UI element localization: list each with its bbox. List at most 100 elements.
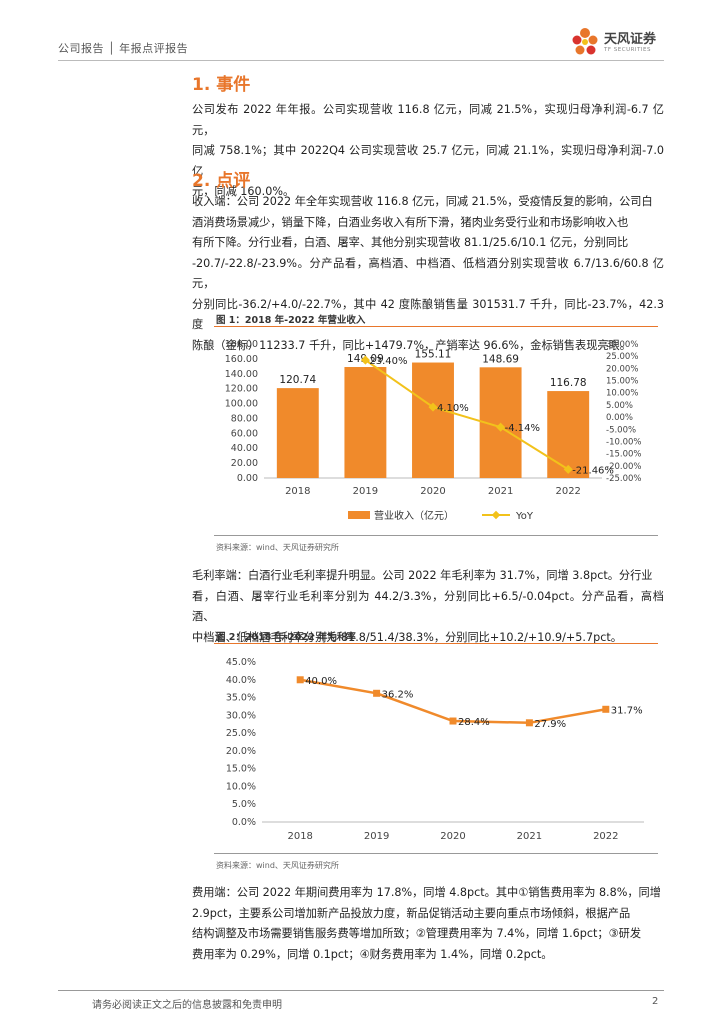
paragraph-line: 公司发布 2022 年年报。公司实现营收 116.8 亿元，同减 21.5%，实… bbox=[192, 103, 664, 137]
y2-tick-label: -25.00% bbox=[606, 474, 641, 484]
paragraph-line: 酒消费场景减少，销量下降，白酒业务收入有所下滑，猪肉业务受行业和市场影响收入也 bbox=[192, 215, 629, 229]
y-tick-label: 0.00 bbox=[237, 473, 258, 484]
yoy-line bbox=[364, 359, 569, 471]
legend-yoy-marker bbox=[491, 510, 501, 520]
x-tick-label: 2018 bbox=[287, 831, 312, 842]
y-tick-label: 15.0% bbox=[226, 764, 256, 775]
legend-yoy-label: YoY bbox=[515, 511, 534, 522]
x-tick-label: 2022 bbox=[593, 831, 618, 842]
y2-tick-label: -15.00% bbox=[606, 450, 641, 460]
brand-subtitle: TF SECURITIES bbox=[604, 47, 651, 53]
x-tick-label: 2019 bbox=[353, 486, 378, 497]
y-tick-label: 0.0% bbox=[232, 817, 256, 828]
revenue-bar bbox=[344, 367, 387, 478]
figure1-source: 资料来源：wind、天风证券研究所 bbox=[216, 543, 339, 552]
footer-disclaimer: 请务必阅读正文之后的信息披露和免责申明 bbox=[92, 1000, 282, 1011]
legend-revenue-label: 营业收入（亿元） bbox=[374, 509, 454, 522]
y2-tick-label: -20.00% bbox=[606, 462, 641, 472]
paragraph-line: 陈酿（金标）11233.7 千升，同比+1479.7%，产销率达 96.6%，金… bbox=[192, 338, 631, 352]
revenue-paragraph: 收入端：公司 2022 年全年实现营收 116.8 亿元，同减 21.5%，受疫… bbox=[192, 192, 664, 356]
y2-tick-label: 10.00% bbox=[606, 389, 638, 399]
y-tick-label: 160.00 bbox=[225, 354, 258, 365]
y2-tick-label: 30.00% bbox=[606, 340, 638, 350]
paragraph-line: 毛利率端：白酒行业毛利率提升明显。公司 2022 年毛利率为 31.7%，同增 … bbox=[192, 569, 653, 582]
y-tick-label: 40.0% bbox=[226, 675, 256, 686]
y-tick-label: 20.00 bbox=[231, 458, 258, 469]
revenue-data-label: 116.78 bbox=[550, 377, 587, 389]
brand-logo: 天风证券 TF SECURITIES bbox=[568, 24, 668, 58]
figure2-bottom-rule bbox=[214, 853, 658, 854]
paragraph-line: 分别同比-36.2/+4.0/-22.7%，其中 42 度陈酿销售量 30153… bbox=[192, 297, 664, 332]
paragraph-line: 结构调整及市场需要销售服务费等增加所致；②管理费用率为 7.4%，同增 1.6p… bbox=[192, 927, 642, 940]
y-tick-label: 35.0% bbox=[226, 693, 256, 704]
figure2-top-rule bbox=[214, 643, 658, 644]
flower-logo-icon bbox=[572, 28, 598, 55]
x-tick-label: 2020 bbox=[420, 486, 445, 497]
y-tick-label: 30.0% bbox=[226, 710, 256, 721]
y-tick-label: 140.00 bbox=[225, 369, 258, 380]
header-divider bbox=[58, 60, 664, 61]
y-tick-label: 60.00 bbox=[231, 428, 258, 439]
expense-paragraph: 费用端：公司 2022 年期间费用率为 17.8%，同增 4.8pct。其中①销… bbox=[192, 883, 664, 965]
event-paragraph: 公司发布 2022 年年报。公司实现营收 116.8 亿元，同减 21.5%，实… bbox=[192, 100, 664, 203]
brand-name: 天风证券 bbox=[604, 32, 657, 47]
section-title-review: 2. 点评 bbox=[192, 171, 251, 191]
x-tick-label: 2018 bbox=[285, 486, 310, 497]
figure1-bottom-rule bbox=[214, 535, 658, 536]
figure2-title: 图 2：2018 年-2022 年毛利率 bbox=[216, 632, 356, 643]
revenue-bar bbox=[412, 362, 454, 478]
yoy-data-label: -21.46% bbox=[572, 465, 614, 476]
y-tick-label: 25.0% bbox=[226, 728, 256, 739]
y-tick-label: 120.00 bbox=[225, 384, 258, 395]
section-title-event: 1. 事件 bbox=[192, 75, 251, 95]
y-tick-label: 10.0% bbox=[226, 781, 256, 792]
figure1-title: 图 1：2018 年-2022 年营业收入 bbox=[216, 315, 366, 326]
y2-tick-label: -10.00% bbox=[606, 437, 641, 447]
y-tick-label: 80.00 bbox=[231, 413, 258, 424]
yoy-data-label: -4.14% bbox=[505, 423, 540, 434]
margin-point bbox=[296, 676, 304, 684]
margin-paragraph: 毛利率端：白酒行业毛利率提升明显。公司 2022 年毛利率为 31.7%，同增 … bbox=[192, 566, 664, 648]
margin-data-label: 31.7% bbox=[611, 705, 643, 716]
x-tick-label: 2021 bbox=[517, 831, 542, 842]
margin-point bbox=[602, 705, 610, 713]
y-tick-label: 45.0% bbox=[226, 657, 256, 668]
revenue-chart: 0.00 20.00 40.00 60.00 80.00 100.00 120.00 140.… bbox=[225, 339, 642, 522]
y-tick-label: 40.00 bbox=[231, 443, 258, 454]
y2-tick-label: 25.00% bbox=[606, 352, 638, 362]
paragraph-line: 有所下降。分行业看，白酒、屠宰、其他分别实现营收 81.1/25.6/10.1 … bbox=[192, 236, 629, 249]
y-tick-label: 100.00 bbox=[225, 399, 258, 410]
y2-tick-label: -5.00% bbox=[606, 425, 636, 435]
margin-line bbox=[299, 678, 607, 725]
report-breadcrumb: 公司报告 │ 年报点评报告 bbox=[58, 42, 189, 55]
revenue-bar bbox=[276, 388, 319, 478]
margin-data-label: 40.0% bbox=[305, 676, 337, 687]
footer-divider bbox=[58, 990, 664, 991]
paragraph-line: 中档酒、低档酒毛利率分别为 81.8/51.4/38.3%，分别同比+10.2/… bbox=[192, 630, 622, 644]
yoy-data-label: 23.40% bbox=[369, 356, 407, 367]
gross-margin-chart: 0.0% 5.0% 10.0% 15.0% 20.0% 25.0% 30.0% 35.0% 40… bbox=[226, 657, 644, 842]
revenue-bar bbox=[547, 391, 590, 478]
y2-tick-label: 5.00% bbox=[606, 401, 633, 411]
paragraph-line: 收入端：公司 2022 年全年实现营收 116.8 亿元，同减 21.5%，受疫… bbox=[192, 195, 653, 208]
y2-tick-label: 20.00% bbox=[606, 364, 638, 374]
margin-point bbox=[373, 689, 381, 697]
paragraph-line: 费用端：公司 2022 年期间费用率为 17.8%，同增 4.8pct。其中①销… bbox=[192, 886, 661, 899]
revenue-data-label: 148.69 bbox=[482, 353, 519, 365]
x-tick-label: 2020 bbox=[440, 831, 465, 842]
y2-tick-label: 0.00% bbox=[606, 413, 633, 423]
paragraph-line: 看，白酒、屠宰行业毛利率分别为 44.2/3.3%，分别同比+6.5/-0.04… bbox=[192, 589, 664, 624]
paragraph-line: -20.7/-22.8/-23.9%。分产品看，高档酒、中档酒、低档酒分别实现营… bbox=[192, 256, 664, 291]
paragraph-line: 费用率为 0.29%，同增 0.1pct；④财务费用率为 1.4%，同增 0.2… bbox=[192, 947, 553, 961]
paragraph-line: 2.9pct，主要系公司增加新产品投放力度，新品促销活动主要向重点市场倾斜，根据… bbox=[192, 906, 631, 920]
revenue-data-label: 155.11 bbox=[415, 349, 452, 361]
figure2-source: 资料来源：wind、天风证券研究所 bbox=[216, 861, 339, 870]
y-tick-label: 5.0% bbox=[232, 799, 256, 810]
paragraph-line: 同减 758.1%；其中 2022Q4 公司实现营收 25.7 亿元，同减 21… bbox=[192, 144, 664, 178]
paragraph-line: 元，同减 160.0%。 bbox=[192, 185, 295, 198]
y-tick-label: 20.0% bbox=[226, 746, 256, 757]
yoy-data-label: 4.10% bbox=[437, 403, 469, 414]
y-tick-label: 180.00 bbox=[225, 339, 258, 350]
page-number: 2 bbox=[652, 996, 659, 1007]
revenue-data-label: 120.74 bbox=[279, 374, 316, 386]
